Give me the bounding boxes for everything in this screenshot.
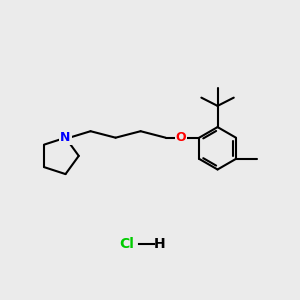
Text: Cl: Cl [119,237,134,251]
Text: H: H [154,237,165,251]
Text: N: N [60,131,71,144]
Text: O: O [176,131,186,144]
